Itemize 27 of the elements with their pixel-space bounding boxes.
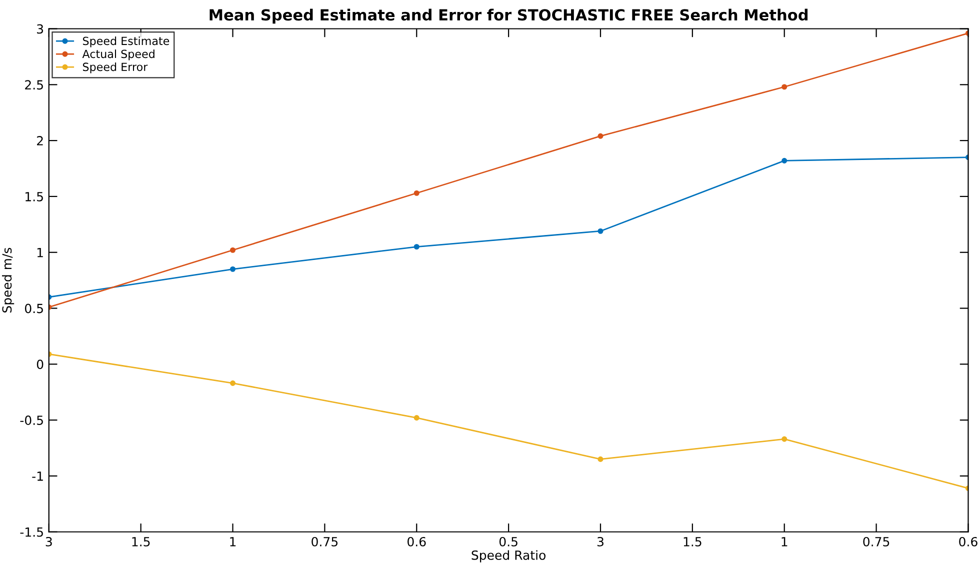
- y-tick-label: 2.5: [25, 80, 43, 90]
- x-axis-title: Speed Ratio: [472, 550, 546, 562]
- x-tick-label: 0.75: [312, 536, 338, 546]
- y-tick-label: 2: [37, 136, 43, 146]
- y-tick-label: 3: [37, 24, 44, 34]
- x-tick-label: 0.6: [959, 536, 978, 546]
- x-tick-label: 1.5: [684, 537, 702, 546]
- chart-title: Mean Speed Estimate and Error for STOCHASTIC FREE Search Method: [210, 8, 808, 24]
- x-tick-label: 1.5: [132, 537, 150, 546]
- legend-label: Speed Estimate: [82, 36, 170, 48]
- y-tick-label: 1.5: [26, 192, 43, 202]
- x-tick-label: 0.6: [408, 536, 426, 546]
- y-tick-label: 0: [36, 360, 44, 370]
- y-axis-title: Speed m/s: [2, 248, 14, 313]
- x-tick-label: 0.5: [499, 536, 518, 546]
- y-tick-label: 1: [37, 248, 43, 258]
- y-tick-label: 0.5: [24, 304, 43, 314]
- y-tick-label: -1.5: [20, 528, 43, 537]
- y-tick-label: -1: [32, 472, 43, 481]
- x-tick-label: 3: [597, 536, 604, 546]
- legend-label: Speed Error: [82, 62, 148, 74]
- x-tick-label: 1: [782, 537, 788, 546]
- x-tick-label: 3: [46, 536, 52, 546]
- x-tick-label: 1: [230, 537, 236, 546]
- y-tick-label: -0.5: [20, 416, 43, 425]
- x-tick-label: 0.75: [863, 536, 890, 546]
- legend-label: Actual Speed: [82, 50, 154, 60]
